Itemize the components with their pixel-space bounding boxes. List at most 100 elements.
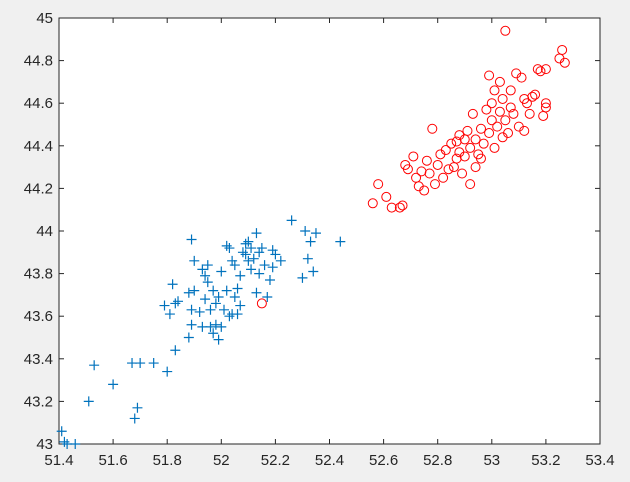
plus-marker (305, 236, 316, 247)
plus-marker (235, 300, 246, 311)
circle-marker (492, 121, 503, 132)
circle-marker (505, 102, 516, 113)
circle-marker (427, 123, 438, 134)
circle-marker (421, 155, 432, 166)
circle-marker (505, 85, 516, 96)
plus-marker (210, 298, 221, 309)
circle-marker (481, 104, 492, 115)
plus-marker (248, 253, 259, 264)
circle-marker (535, 66, 546, 77)
y-tick-label: 45 (36, 10, 53, 27)
plus-marker (210, 319, 221, 330)
plus-marker (240, 238, 251, 249)
plot-area (58, 17, 601, 445)
plus-marker (170, 298, 181, 309)
plus-marker (208, 285, 219, 296)
plus-marker (232, 283, 243, 294)
circle-marker (497, 93, 508, 104)
plus-marker (129, 413, 140, 424)
plus-marker (259, 260, 270, 271)
plus-marker (135, 358, 146, 369)
plus-marker (310, 228, 321, 239)
x-tick-label: 53.4 (585, 452, 614, 469)
plus-marker (194, 306, 205, 317)
plus-marker (200, 270, 211, 281)
plus-marker (275, 255, 286, 266)
plus-marker (300, 226, 311, 236)
plus-marker (200, 294, 211, 305)
plus-marker (224, 243, 235, 254)
plus-marker (186, 304, 197, 315)
plus-marker (213, 334, 224, 345)
x-tick-label: 52.8 (423, 452, 452, 469)
circle-marker (540, 64, 551, 75)
circle-marker (486, 115, 497, 126)
y-tick-label: 43.8 (24, 266, 53, 283)
y-tick-label: 44 (36, 223, 53, 240)
y-axis: 43 43.2 43.4 43.6 43.8 44 44.2 44.4 44.6 44.8 45 (24, 10, 600, 453)
circle-marker (489, 142, 500, 153)
plus-marker (173, 296, 184, 307)
y-tick-label: 44.8 (24, 53, 53, 70)
circle-marker (432, 159, 443, 170)
circle-marker (465, 179, 476, 190)
plus-marker (183, 287, 194, 298)
circle-marker (503, 128, 514, 139)
circle-marker (438, 172, 449, 183)
x-tick-label: 53 (483, 452, 500, 469)
plus-marker (227, 255, 238, 266)
circle-marker (516, 72, 527, 83)
plus-marker (221, 285, 232, 296)
circle-marker (524, 108, 535, 119)
y-tick-label: 43.4 (24, 351, 53, 368)
plus-marker (254, 268, 265, 279)
plus-marker (243, 255, 254, 266)
plus-marker (132, 402, 143, 413)
x-tick-label: 51.6 (98, 452, 127, 469)
plus-marker (205, 304, 216, 315)
plus-marker (197, 264, 208, 275)
plus-marker (213, 292, 224, 303)
plus-marker (189, 255, 200, 266)
circle-marker (527, 91, 538, 102)
y-tick-label: 44.4 (24, 138, 53, 155)
plus-marker (235, 270, 246, 281)
y-tick-label: 44.6 (24, 95, 53, 112)
plus-marker (83, 396, 94, 407)
circle-marker (462, 125, 473, 136)
plus-marker (229, 260, 240, 271)
x-tick-label: 52.6 (369, 452, 398, 469)
plus-marker (89, 360, 100, 371)
circle-marker (484, 128, 495, 139)
x-tick-label: 52.2 (261, 452, 290, 469)
plus-marker (246, 264, 257, 275)
plus-marker (216, 321, 227, 332)
circle-marker (394, 202, 405, 213)
plus-marker (246, 243, 257, 254)
circle-marker (478, 138, 489, 149)
plus-marker (108, 379, 119, 390)
plus-marker (224, 311, 235, 322)
x-tick-label: 53.2 (531, 452, 560, 469)
plus-marker (162, 366, 173, 377)
circle-marker (373, 179, 384, 190)
x-tick-label: 51.4 (44, 452, 73, 469)
plus-marker (297, 272, 308, 283)
plus-marker (221, 240, 232, 251)
plus-marker (270, 249, 281, 260)
circle-marker (519, 125, 530, 136)
circle-marker (557, 44, 568, 55)
plus-marker (216, 266, 227, 277)
circle-marker (559, 57, 570, 68)
circle-marker (465, 142, 476, 153)
plus-marker (302, 253, 313, 264)
series-circle-markers (256, 25, 570, 309)
y-tick-label: 44.2 (24, 180, 53, 197)
circle-marker (494, 76, 505, 87)
plus-marker (308, 266, 319, 277)
plus-marker (237, 247, 248, 258)
circle-marker (256, 298, 267, 309)
plus-marker (251, 287, 262, 298)
plus-marker (254, 247, 265, 258)
plus-marker (256, 243, 267, 254)
